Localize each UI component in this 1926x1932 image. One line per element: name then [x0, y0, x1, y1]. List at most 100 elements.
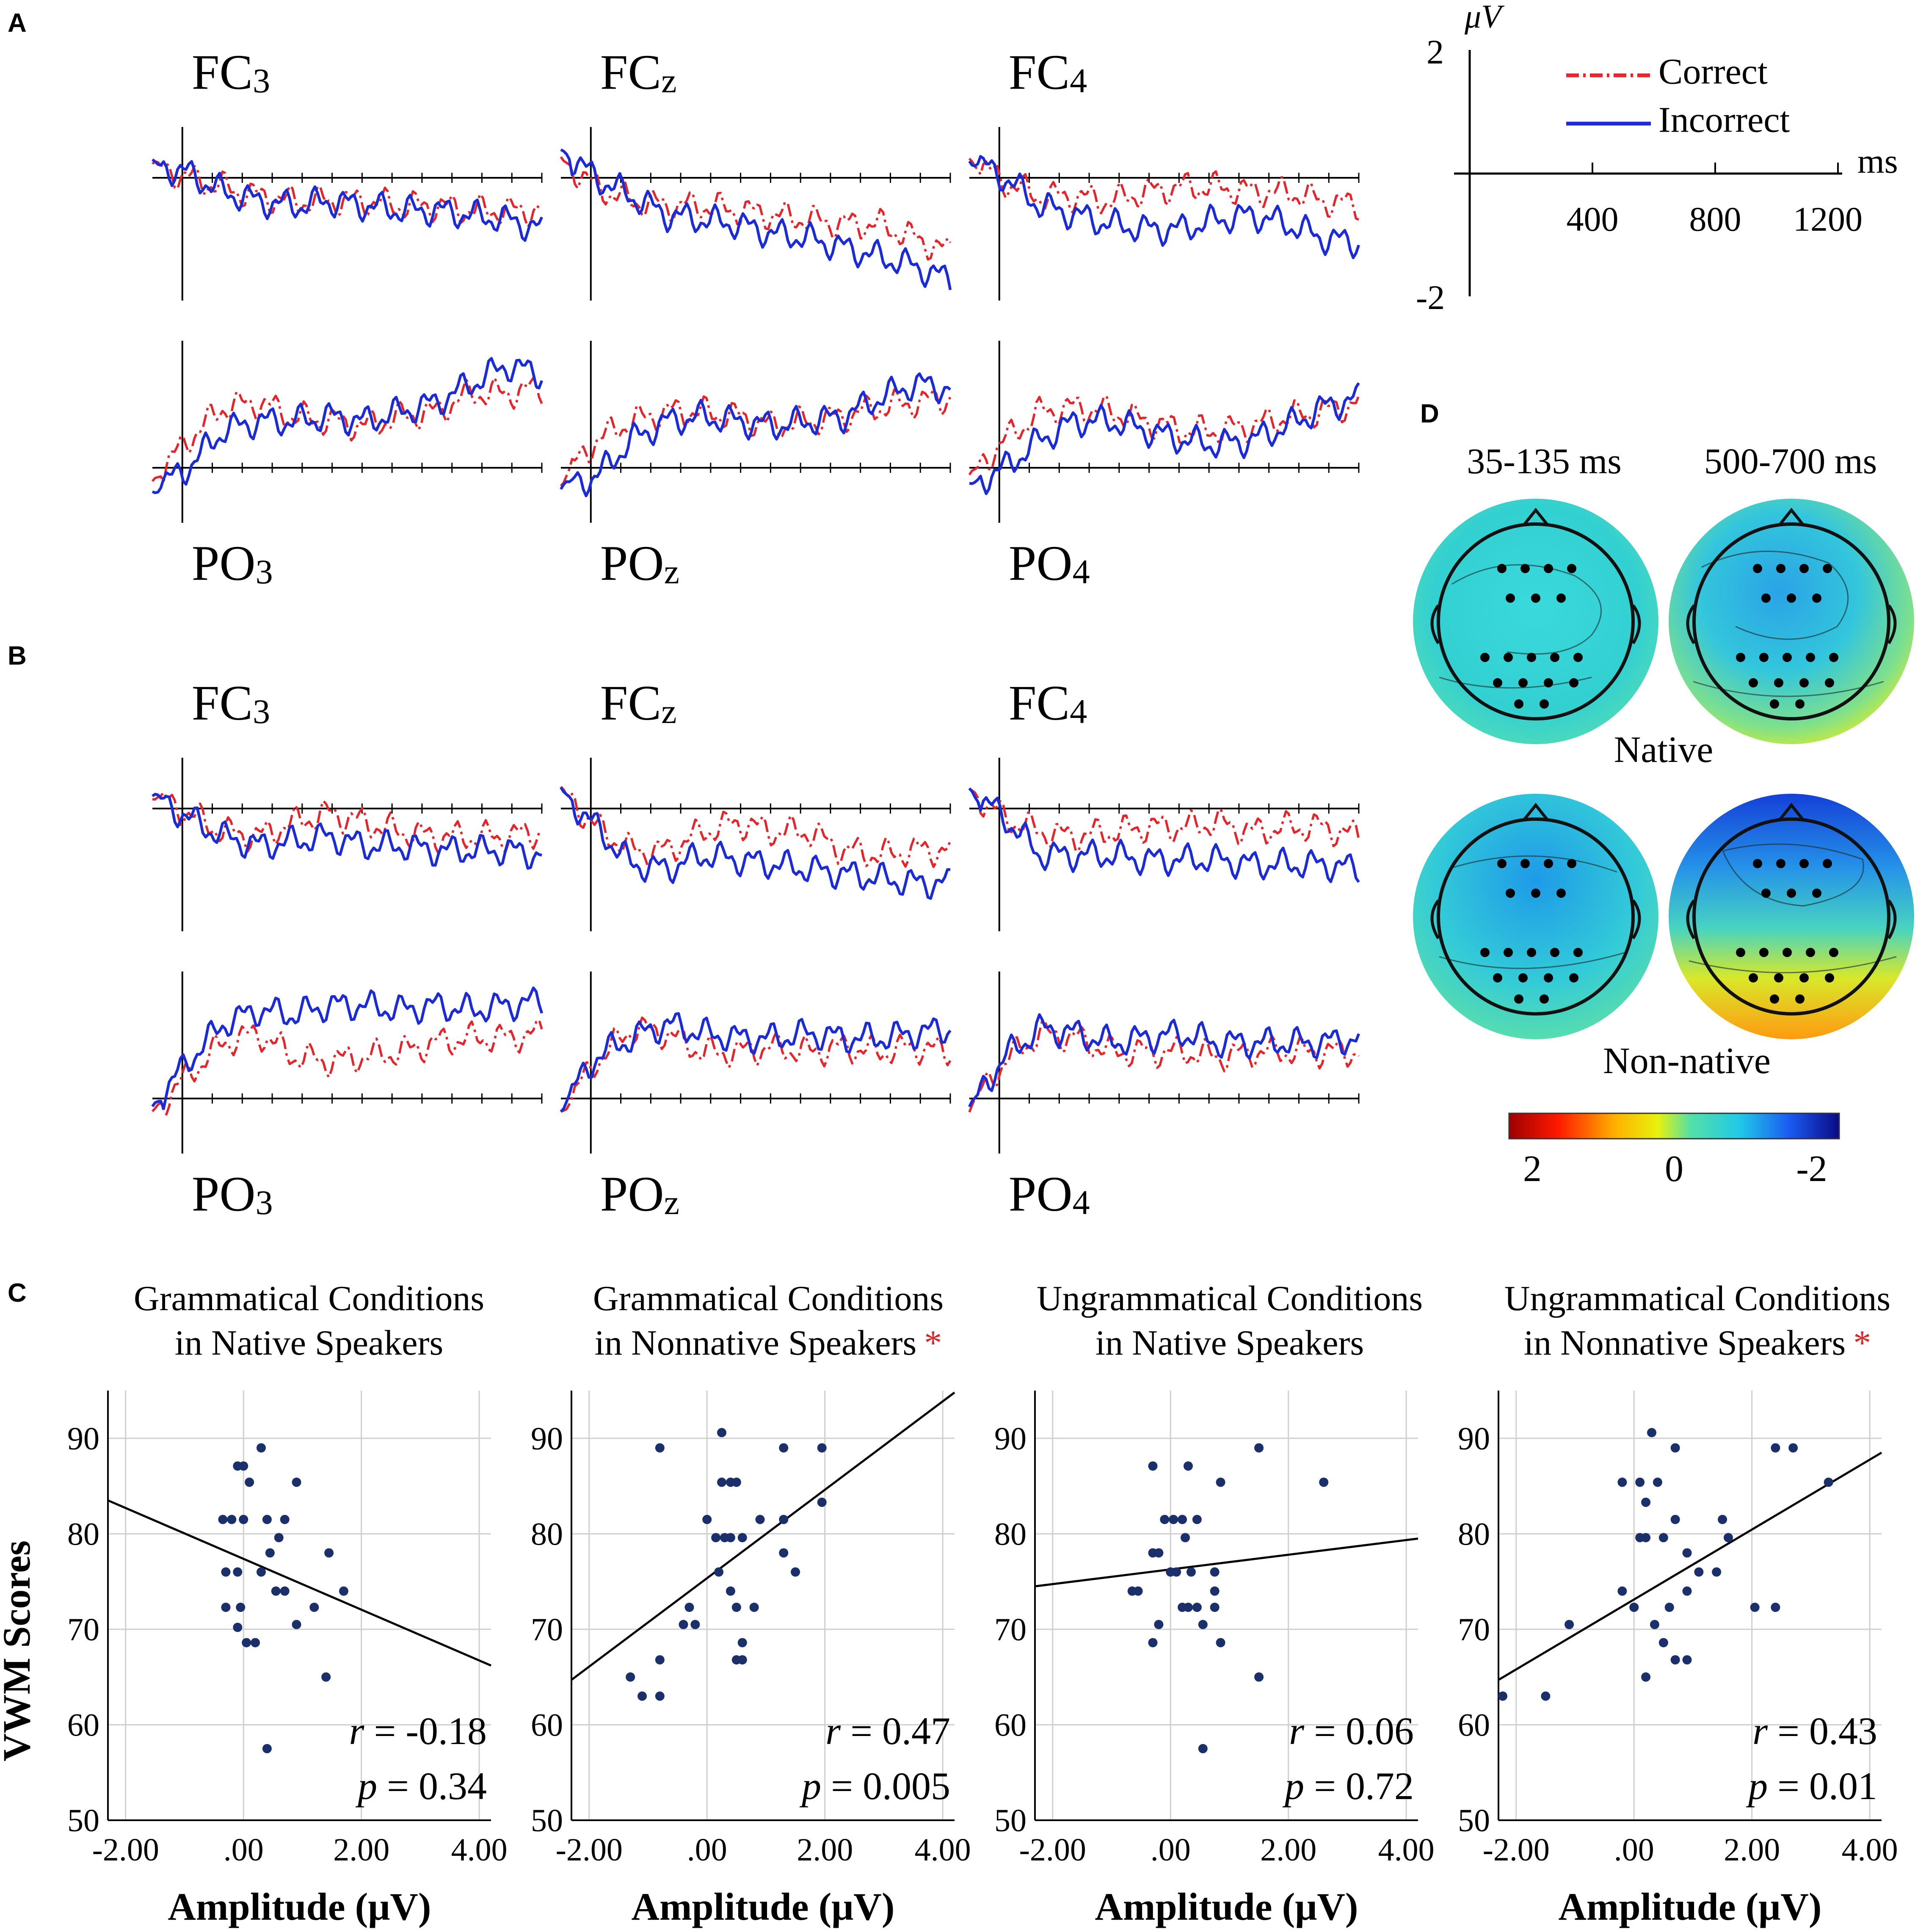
data-point [1664, 1603, 1674, 1612]
erp-a-fc3-label-subscript: 3 [253, 61, 270, 100]
y-tick-label: 70 [1458, 1612, 1490, 1648]
x-axis-label: Amplitude (μV) [1095, 1885, 1358, 1928]
erp-b-po3-incorrect-line [151, 986, 544, 1110]
erp-b-po3-label-subscript: 3 [256, 1183, 273, 1222]
erp-b-poz-incorrect-line [560, 1012, 952, 1113]
erp-a-po3: PO3 [151, 341, 544, 591]
scatter-plot-2: Grammatical Conditions in Nonnative Speak… [531, 1279, 971, 1928]
electrode-dot [1795, 699, 1805, 709]
electrode-dot [1749, 678, 1758, 687]
topo-col-header-1: 35-135 ms [1467, 441, 1622, 481]
legend-xtick-400: 400 [1567, 200, 1619, 238]
data-point [221, 1603, 231, 1612]
data-point [1682, 1548, 1692, 1558]
data-point [1172, 1567, 1181, 1577]
data-point [1154, 1620, 1164, 1629]
erp-a-po3-label-subscript: 3 [256, 552, 273, 591]
erp-a-poz-label-subscript: z [664, 552, 679, 591]
electrode-dot [1527, 653, 1536, 662]
erp-b-po4-correct-line [968, 1019, 1360, 1113]
data-point [292, 1477, 301, 1487]
scatter-plot-1: Grammatical Conditions in Native Speakers… [67, 1279, 508, 1928]
electrode-dot [1774, 973, 1783, 983]
electrode-dot [1799, 859, 1809, 868]
data-point [684, 1603, 694, 1612]
topomap-panel: 35-135 ms 500-700 ms Native [1413, 441, 1914, 1190]
erp-b-fc4-label-subscript: 4 [1070, 692, 1087, 731]
erp-b-fc3-label-subscript: 3 [253, 692, 270, 731]
data-point [1169, 1515, 1178, 1524]
x-tick-label: -2.00 [1483, 1832, 1550, 1868]
electrode-dot [1783, 948, 1792, 957]
data-point [1160, 1515, 1170, 1524]
data-point [309, 1603, 319, 1612]
data-point [1192, 1603, 1202, 1612]
electrode-dot [1799, 564, 1809, 573]
panel-label-a: A [8, 8, 27, 38]
data-point [1824, 1477, 1833, 1487]
data-point [1148, 1461, 1158, 1471]
erp-b-po3: PO3 [151, 972, 544, 1222]
data-point [1565, 1620, 1574, 1629]
data-point [218, 1515, 228, 1524]
significance-asterisk: * [1853, 1323, 1871, 1363]
electrode-dot [1761, 593, 1771, 603]
electrode-dot [1812, 593, 1821, 603]
data-point [791, 1567, 800, 1577]
topomap-electrodes [1480, 564, 1838, 1004]
erp-a-fc4-correct-line [968, 157, 1360, 221]
data-point [1210, 1586, 1220, 1596]
p-symbol: p [355, 1764, 387, 1808]
electrode-dot [1569, 678, 1578, 687]
legend-incorrect-label: Incorrect [1658, 99, 1790, 140]
data-point [1617, 1477, 1627, 1487]
legend-xtick-1200: 1200 [1793, 200, 1863, 238]
scatter-plot-3: Ungrammatical Conditions in Native Speake… [994, 1279, 1435, 1928]
data-point [324, 1548, 334, 1558]
erp-a-fcz-label-subscript: z [661, 61, 676, 100]
data-point [702, 1515, 712, 1524]
erp-b-fcz: FCz [560, 675, 952, 931]
data-point [1541, 1691, 1551, 1701]
data-point [711, 1533, 721, 1543]
electrode-dot [1759, 948, 1769, 957]
data-point [1210, 1567, 1220, 1577]
data-point [236, 1603, 246, 1612]
panel-label-d: D [1420, 399, 1439, 428]
x-tick-label: 4.00 [1378, 1832, 1435, 1868]
electrode-dot [1829, 948, 1838, 957]
y-tick-label: 80 [994, 1516, 1026, 1552]
data-point [1198, 1744, 1208, 1753]
electrode-dot [1544, 564, 1553, 573]
colorbar-tick-neg: -2 [1796, 1148, 1827, 1190]
regression-line [571, 1391, 955, 1681]
x-tick-label: -2.00 [556, 1832, 623, 1868]
y-tick-label: 50 [1458, 1803, 1490, 1838]
topomap-nonnative-late [1669, 794, 1914, 1039]
erp-a-fc3-correct-line [152, 160, 542, 228]
data-point [227, 1515, 237, 1524]
regression-line [1035, 1537, 1418, 1587]
data-point [1670, 1443, 1680, 1453]
topo-row-label-native: Native [1614, 729, 1714, 770]
x-tick-label: -2.00 [1019, 1832, 1086, 1868]
erp-b-poz-correct-line [560, 1016, 952, 1113]
erp-a-fcz-correct-line [560, 156, 952, 261]
electrode-dot [1520, 564, 1530, 573]
electrode-dot [1540, 994, 1549, 1004]
electrode-dot [1825, 678, 1834, 687]
erp-a-fc3-label: FC3 [192, 44, 270, 100]
electrode-dot [1497, 564, 1507, 573]
data-point [655, 1655, 665, 1665]
r-value: = -0.18 [374, 1709, 487, 1753]
r-symbol: r [825, 1709, 850, 1753]
electrode-dot [1493, 678, 1502, 687]
electrode-dot [1550, 653, 1559, 662]
data-point [321, 1672, 331, 1682]
colorbar-tick-pos: 2 [1523, 1148, 1542, 1190]
data-point [779, 1443, 789, 1453]
data-point [1682, 1655, 1692, 1665]
data-point [817, 1443, 827, 1453]
erp-b-po3-label: PO3 [192, 1166, 273, 1222]
erp-a-fc4-incorrect-line [968, 155, 1360, 259]
